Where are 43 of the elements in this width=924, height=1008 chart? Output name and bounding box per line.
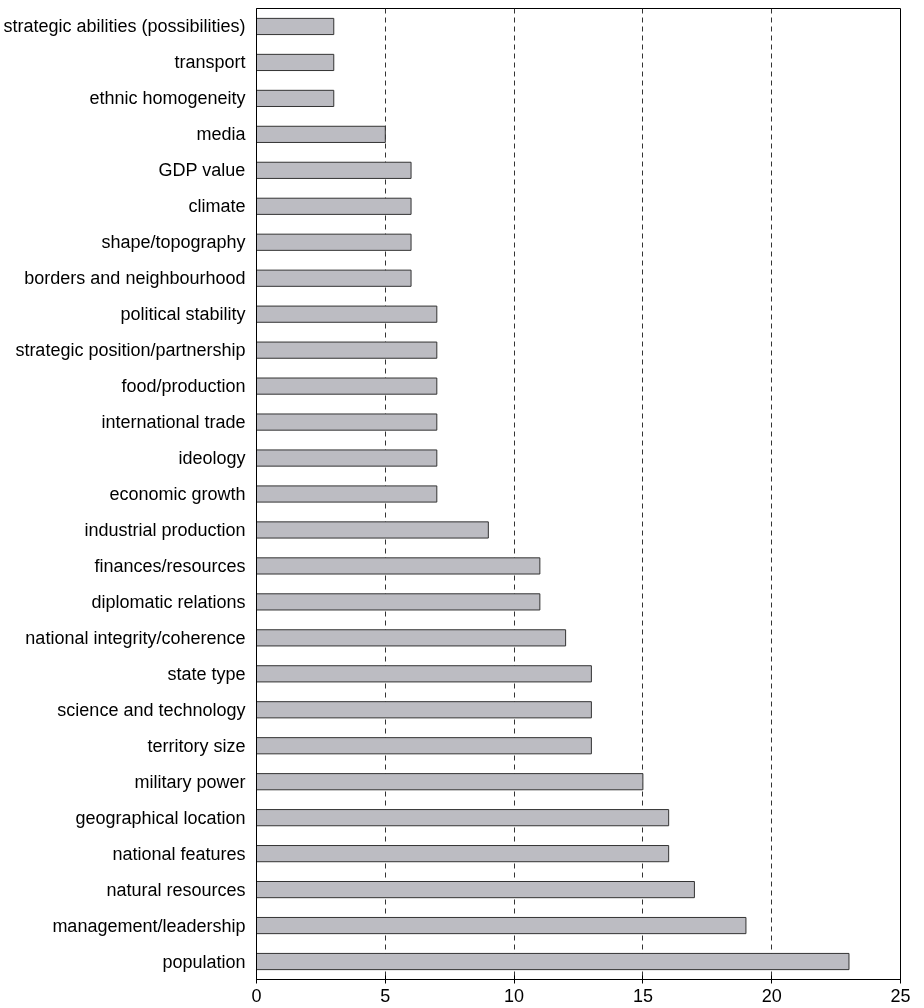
bar bbox=[256, 89, 335, 107]
y-tick-label: diplomatic relations bbox=[91, 591, 246, 612]
bar bbox=[256, 17, 335, 36]
bar bbox=[256, 809, 670, 827]
bar bbox=[256, 916, 747, 935]
y-tick-label: borders and neighbourhood bbox=[24, 268, 246, 289]
x-tick-label: 25 bbox=[890, 985, 911, 1006]
y-tick-label: state type bbox=[167, 663, 246, 684]
y-tick-label: military power bbox=[134, 771, 246, 792]
bar bbox=[256, 952, 850, 971]
y-tick-label: finances/resources bbox=[94, 555, 246, 576]
y-tick-label: economic growth bbox=[109, 484, 246, 504]
y-tick-label: population bbox=[162, 951, 246, 972]
x-tick-label: 0 bbox=[251, 985, 262, 1006]
y-tick-label: political stability bbox=[120, 304, 246, 325]
y-tick-label: strategic position/partnership bbox=[15, 340, 246, 361]
y-tick-label: ideology bbox=[178, 448, 246, 469]
y-tick-label: national features bbox=[112, 843, 246, 864]
bar bbox=[256, 881, 695, 899]
y-tick-label: science and technology bbox=[57, 699, 246, 720]
y-tick-label: strategic abilities (possibilities) bbox=[3, 16, 246, 37]
y-tick-label: territory size bbox=[147, 735, 246, 756]
x-tick-label: 10 bbox=[504, 985, 525, 1006]
bar bbox=[256, 737, 592, 755]
bar bbox=[256, 845, 670, 863]
y-tick-label: transport bbox=[174, 52, 246, 73]
y-tick-label: international trade bbox=[101, 412, 246, 433]
y-tick-label: media bbox=[196, 124, 247, 145]
y-tick-label: management/leadership bbox=[52, 915, 246, 936]
y-tick-label: shape/topography bbox=[101, 232, 246, 253]
x-tick-label: 5 bbox=[380, 985, 391, 1006]
x-tick-label: 20 bbox=[761, 985, 782, 1006]
y-tick-label: food/production bbox=[121, 376, 246, 397]
x-tick-label: 15 bbox=[632, 985, 653, 1006]
y-tick-label: natural resources bbox=[106, 879, 246, 900]
bar bbox=[256, 773, 644, 791]
y-tick-label: ethnic homogeneity bbox=[89, 88, 246, 109]
y-tick-label: national integrity/coherence bbox=[25, 627, 246, 648]
y-tick-label: GDP value bbox=[158, 160, 246, 181]
bar bbox=[256, 53, 335, 72]
y-tick-label: climate bbox=[188, 196, 246, 217]
y-tick-label: industrial production bbox=[84, 519, 246, 540]
y-tick-label: geographical location bbox=[75, 807, 246, 828]
